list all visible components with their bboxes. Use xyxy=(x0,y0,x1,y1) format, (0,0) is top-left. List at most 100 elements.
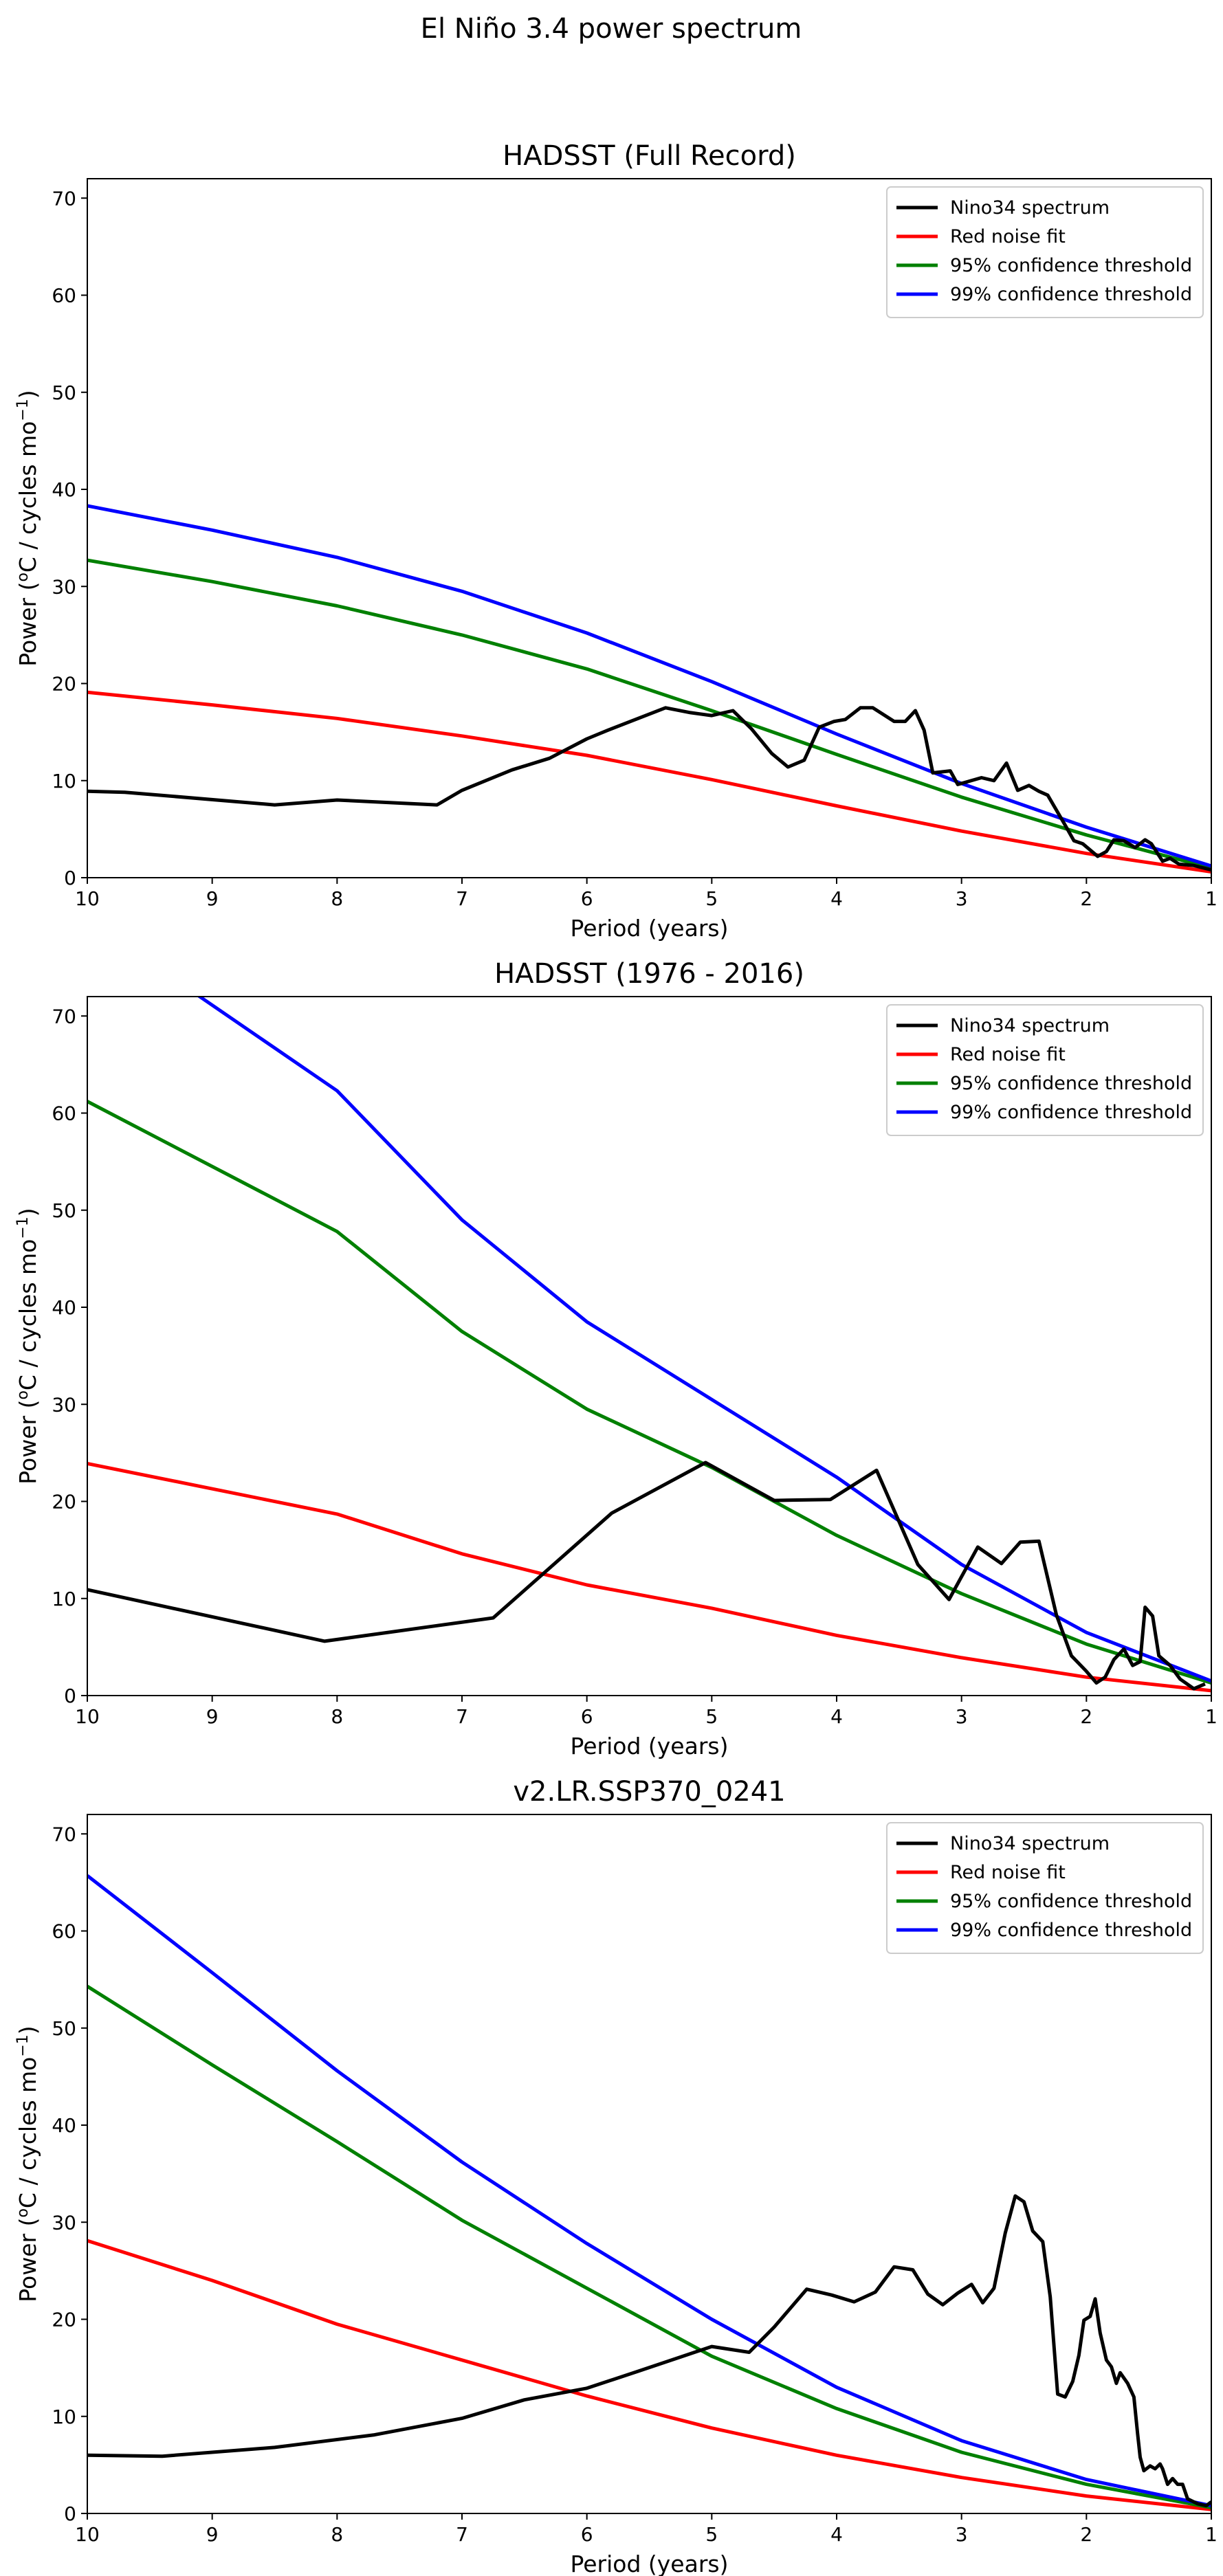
x-tick-label: 8 xyxy=(331,1705,343,1728)
y-axis-label: Power (oC / cycles mo−1) xyxy=(14,390,42,666)
x-tick-label: 8 xyxy=(331,887,343,910)
x-tick-label: 8 xyxy=(331,2523,343,2546)
x-axis-label: Period (years) xyxy=(571,915,729,942)
y-tick-label: 0 xyxy=(64,867,76,889)
subplot-title: HADSST (Full Record) xyxy=(503,140,796,172)
x-tick-label: 1 xyxy=(1205,1705,1218,1728)
x-tick-label: 6 xyxy=(581,2523,593,2546)
series-group xyxy=(87,997,1211,1693)
x-tick-label: 6 xyxy=(581,1705,593,1728)
legend-label: Nino34 spectrum xyxy=(950,197,1110,219)
x-tick-label: 2 xyxy=(1080,1705,1092,1728)
legend-label: 99% confidence threshold xyxy=(950,284,1192,305)
x-tick-label: 3 xyxy=(956,2523,968,2546)
x-tick-label: 9 xyxy=(206,1705,219,1728)
x-tick-label: 3 xyxy=(956,1705,968,1728)
y-axis-label: Power (oC / cycles mo−1) xyxy=(14,1208,42,1484)
y-tick-label: 30 xyxy=(52,2211,76,2234)
y-tick-label: 40 xyxy=(52,2114,76,2137)
y-tick-label: 40 xyxy=(52,478,76,501)
x-tick-label: 2 xyxy=(1080,887,1092,910)
x-axis-label: Period (years) xyxy=(571,1733,729,1759)
y-tick-label: 70 xyxy=(52,1823,76,1845)
y-tick-label: 50 xyxy=(52,2017,76,2040)
y-tick-label: 50 xyxy=(52,1199,76,1222)
x-tick-label: 9 xyxy=(206,887,219,910)
y-tick-label: 30 xyxy=(52,1393,76,1416)
figure-suptitle: El Niño 3.4 power spectrum xyxy=(421,13,802,45)
x-tick-label: 10 xyxy=(75,2523,100,2546)
subplot-title: HADSST (1976 - 2016) xyxy=(494,958,804,990)
y-tick-label: 50 xyxy=(52,381,76,404)
legend-label: 95% confidence threshold xyxy=(950,1073,1192,1094)
y-tick-label: 20 xyxy=(52,2309,76,2331)
y-tick-label: 0 xyxy=(64,2502,76,2525)
series-line-red-noise-fit xyxy=(87,1461,1211,1693)
x-tick-label: 4 xyxy=(830,1705,843,1728)
legend-label: Nino34 spectrum xyxy=(950,1015,1110,1036)
y-tick-label: 60 xyxy=(52,1102,76,1125)
y-tick-label: 60 xyxy=(52,1920,76,1943)
y-tick-label: 30 xyxy=(52,575,76,598)
y-tick-label: 10 xyxy=(52,2406,76,2428)
x-tick-label: 1 xyxy=(1205,2523,1218,2546)
series-line-95-confidence-threshold xyxy=(87,558,1211,870)
legend-label: 95% confidence threshold xyxy=(950,1891,1192,1912)
legend-label: 95% confidence threshold xyxy=(950,255,1192,276)
x-tick-label: 7 xyxy=(456,887,468,910)
series-line-red-noise-fit xyxy=(87,690,1211,874)
x-tick-label: 9 xyxy=(206,2523,219,2546)
series-line-red-noise-fit xyxy=(87,2239,1211,2511)
x-tick-label: 4 xyxy=(830,2523,843,2546)
subplot-2: HADSST (1976 - 2016)10 9 8 7 6 5 4 3 2 1010203040… xyxy=(14,958,1218,1759)
legend-label: 99% confidence threshold xyxy=(950,1102,1192,1123)
legend-box xyxy=(886,1822,1204,1954)
y-axis-label: Power (oC / cycles mo−1) xyxy=(14,2025,42,2302)
x-tick-label: 5 xyxy=(705,1705,718,1728)
subplot-1: HADSST (Full Record)10 9 8 7 6 5 4 3 2 1010203040… xyxy=(14,140,1218,942)
x-tick-label: 10 xyxy=(75,1705,100,1728)
x-tick-label: 1 xyxy=(1205,887,1218,910)
axes-frame xyxy=(87,996,1212,1696)
x-axis-label: Period (years) xyxy=(571,2551,729,2576)
y-tick-label: 40 xyxy=(52,1296,76,1319)
x-tick-label: 4 xyxy=(830,887,843,910)
x-tick-label: 7 xyxy=(456,1705,468,1728)
series-line-nino34-spectrum xyxy=(87,2194,1211,2508)
series-line-nino34-spectrum xyxy=(87,706,1211,872)
series-group xyxy=(87,1874,1211,2511)
x-tick-label: 5 xyxy=(705,2523,718,2546)
legend: Nino34 spectrum Red noise fit 95% confiden… xyxy=(886,186,1204,318)
legend-label: Red noise fit xyxy=(950,226,1066,247)
y-tick-label: 10 xyxy=(52,770,76,792)
x-tick-label: 5 xyxy=(705,887,718,910)
y-tick-label: 0 xyxy=(64,1685,76,1707)
legend-box xyxy=(886,1004,1204,1136)
y-tick-label: 20 xyxy=(52,1491,76,1513)
y-tick-label: 10 xyxy=(52,1588,76,1610)
legend: Nino34 spectrum Red noise fit 95% confiden… xyxy=(886,1822,1204,1954)
legend-label: Red noise fit xyxy=(950,1044,1066,1065)
legend-box xyxy=(886,186,1204,318)
y-tick-label: 20 xyxy=(52,673,76,696)
series-line-nino34-spectrum xyxy=(87,1461,1206,1691)
x-tick-label: 6 xyxy=(581,887,593,910)
series-line-99-confidence-threshold xyxy=(87,1874,1211,2508)
legend: Nino34 spectrum Red noise fit 95% confiden… xyxy=(886,1004,1204,1136)
series-line-99-confidence-threshold xyxy=(197,997,1211,1683)
x-tick-label: 10 xyxy=(75,887,100,910)
y-tick-label: 70 xyxy=(52,187,76,210)
x-tick-label: 3 xyxy=(956,887,968,910)
series-line-99-confidence-threshold xyxy=(87,504,1211,868)
x-tick-label: 2 xyxy=(1080,2523,1092,2546)
legend-label: 99% confidence threshold xyxy=(950,1920,1192,1941)
legend-label: Nino34 spectrum xyxy=(950,1833,1110,1854)
axes-frame xyxy=(87,1814,1212,2514)
subplot-title: v2.LR.SSP370_0241 xyxy=(513,1776,785,1808)
legend-label: Red noise fit xyxy=(950,1862,1066,1883)
series-group xyxy=(87,504,1211,874)
y-tick-label: 60 xyxy=(52,285,76,307)
axes-frame xyxy=(87,178,1212,878)
